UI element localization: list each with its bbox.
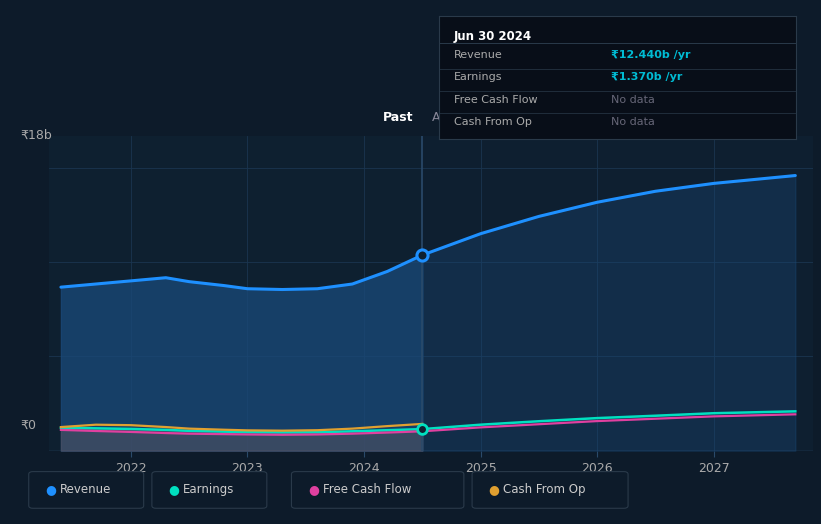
Text: Cash From Op: Cash From Op — [503, 484, 585, 496]
Text: No data: No data — [611, 94, 654, 104]
Text: Earnings: Earnings — [453, 72, 502, 82]
Text: ₹12.440b /yr: ₹12.440b /yr — [611, 50, 690, 60]
Text: Jun 30 2024: Jun 30 2024 — [453, 30, 532, 43]
Text: ●: ● — [308, 484, 319, 496]
Text: Past: Past — [383, 111, 413, 124]
Text: ●: ● — [168, 484, 179, 496]
Text: ₹0: ₹0 — [21, 419, 36, 432]
Text: Revenue: Revenue — [60, 484, 112, 496]
Text: Analysts Forecasts: Analysts Forecasts — [432, 111, 548, 124]
Text: ₹1.370b /yr: ₹1.370b /yr — [611, 72, 682, 82]
Text: Earnings: Earnings — [183, 484, 235, 496]
Bar — [422, 136, 813, 451]
Text: Cash From Op: Cash From Op — [453, 117, 531, 127]
Text: ●: ● — [45, 484, 56, 496]
Text: ₹18b: ₹18b — [21, 128, 53, 141]
Text: No data: No data — [611, 117, 654, 127]
Text: Free Cash Flow: Free Cash Flow — [453, 94, 537, 104]
Text: ●: ● — [488, 484, 499, 496]
Text: Free Cash Flow: Free Cash Flow — [323, 484, 411, 496]
Text: Revenue: Revenue — [453, 50, 502, 60]
